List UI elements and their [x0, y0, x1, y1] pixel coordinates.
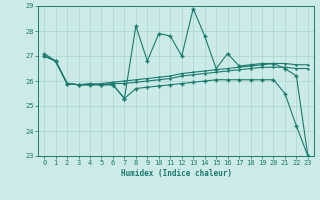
X-axis label: Humidex (Indice chaleur): Humidex (Indice chaleur)	[121, 169, 231, 178]
